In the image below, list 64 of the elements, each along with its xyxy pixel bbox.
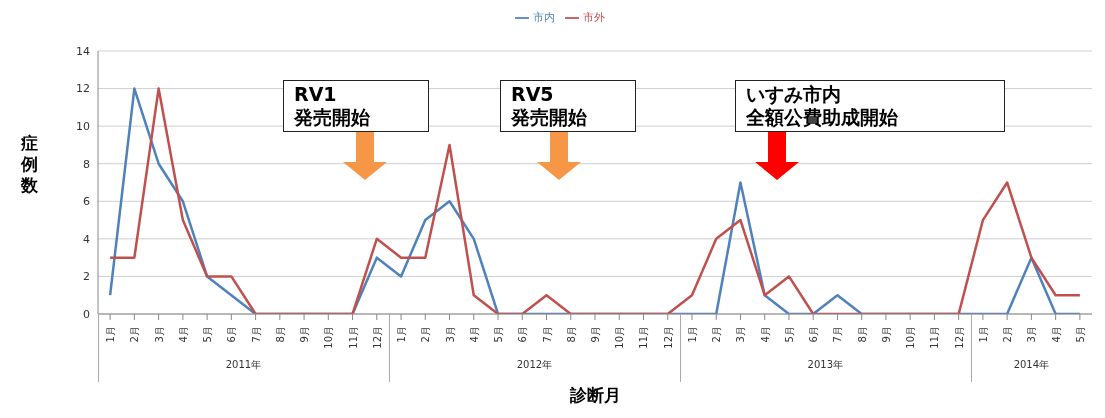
x-tick-label: 8月 xyxy=(274,326,286,343)
text: 2011年 xyxy=(224,358,263,372)
x-tick-label: 11月 xyxy=(347,326,359,349)
x-tick-label: 4月 xyxy=(177,326,189,343)
y-tick-label: 12 xyxy=(76,82,90,96)
x-tick-label: 7月 xyxy=(832,326,844,343)
x-tick-label: 4月 xyxy=(468,326,480,343)
x-tick-label: 1月 xyxy=(396,326,408,343)
text-box: RV5 発売開始 xyxy=(500,80,636,132)
annotation: いすみ市内 xyxy=(746,83,842,106)
x-tick-label: 9月 xyxy=(880,326,892,343)
x-tick-label: 6月 xyxy=(226,326,238,343)
y-axis-title: 症例数 xyxy=(19,133,39,196)
x-tick-label: 3月 xyxy=(735,326,747,343)
y-tick-label: 4 xyxy=(83,232,90,246)
x-tick-label: 7月 xyxy=(250,326,262,343)
x-tick-label: 6月 xyxy=(808,326,820,343)
x-tick-label: 2月 xyxy=(1002,326,1014,343)
x-tick-label: 10月 xyxy=(323,326,335,349)
x-tick-label: 5月 xyxy=(202,326,214,343)
y-tick-label: 0 xyxy=(83,307,90,321)
x-tick-label: 11月 xyxy=(638,326,650,349)
x-tick-label: 10月 xyxy=(905,326,917,349)
y-tick-label: 2 xyxy=(83,270,90,284)
x-tick-label: 2月 xyxy=(711,326,723,343)
y-tick-label: 10 xyxy=(76,120,90,134)
x-tick-label: 10月 xyxy=(614,326,626,349)
x-tick-label: 3月 xyxy=(1026,326,1038,343)
y-tick-label: 6 xyxy=(83,195,90,209)
x-tick-label: 5月 xyxy=(783,326,795,343)
x-tick-label: 6月 xyxy=(517,326,529,343)
x-tick-label: 4月 xyxy=(759,326,771,343)
y-tick-label: 14 xyxy=(76,44,90,58)
x-tick-label: 12月 xyxy=(953,326,965,349)
x-tick-label: 8月 xyxy=(565,326,577,343)
x-tick-label: 3月 xyxy=(153,326,165,343)
x-tick-label: 4月 xyxy=(1050,326,1062,343)
x-tick-label: 7月 xyxy=(541,326,553,343)
x-tick-label: 11月 xyxy=(929,326,941,349)
x-tick-label: 2月 xyxy=(420,326,432,343)
text-box: いすみ市内 全額公費助成開始 xyxy=(735,80,1005,132)
annotation: 全額公費助成開始 xyxy=(746,106,899,129)
y-tick-label: 8 xyxy=(83,157,90,171)
text-box: RV1 発売開始 xyxy=(283,80,429,132)
x-tick-label: 12月 xyxy=(662,326,674,349)
x-tick-label: 8月 xyxy=(856,326,868,343)
text: 2012年 xyxy=(515,358,554,372)
legend-label: 市内 xyxy=(533,11,555,24)
text: 2014年 xyxy=(1012,358,1051,372)
x-axis-title: 診断月 xyxy=(568,384,622,407)
x-tick-label: 5月 xyxy=(493,326,505,343)
x-tick-label: 3月 xyxy=(444,326,456,343)
x-tick-label: 1月 xyxy=(686,326,698,343)
x-tick-label: 2月 xyxy=(129,326,141,343)
x-tick-label: 9月 xyxy=(590,326,601,343)
text: 2013年 xyxy=(806,358,845,372)
annotation: RV1 発売開始 xyxy=(294,83,371,129)
x-tick-label: 12月 xyxy=(371,326,383,349)
x-tick-label: 5月 xyxy=(1074,326,1086,343)
annotation: RV5 発売開始 xyxy=(511,83,588,129)
x-tick-label: 9月 xyxy=(299,326,311,343)
legend-label: 市外 xyxy=(583,11,605,24)
x-tick-label: 1月 xyxy=(977,326,989,343)
x-tick-label: 1月 xyxy=(105,326,117,343)
